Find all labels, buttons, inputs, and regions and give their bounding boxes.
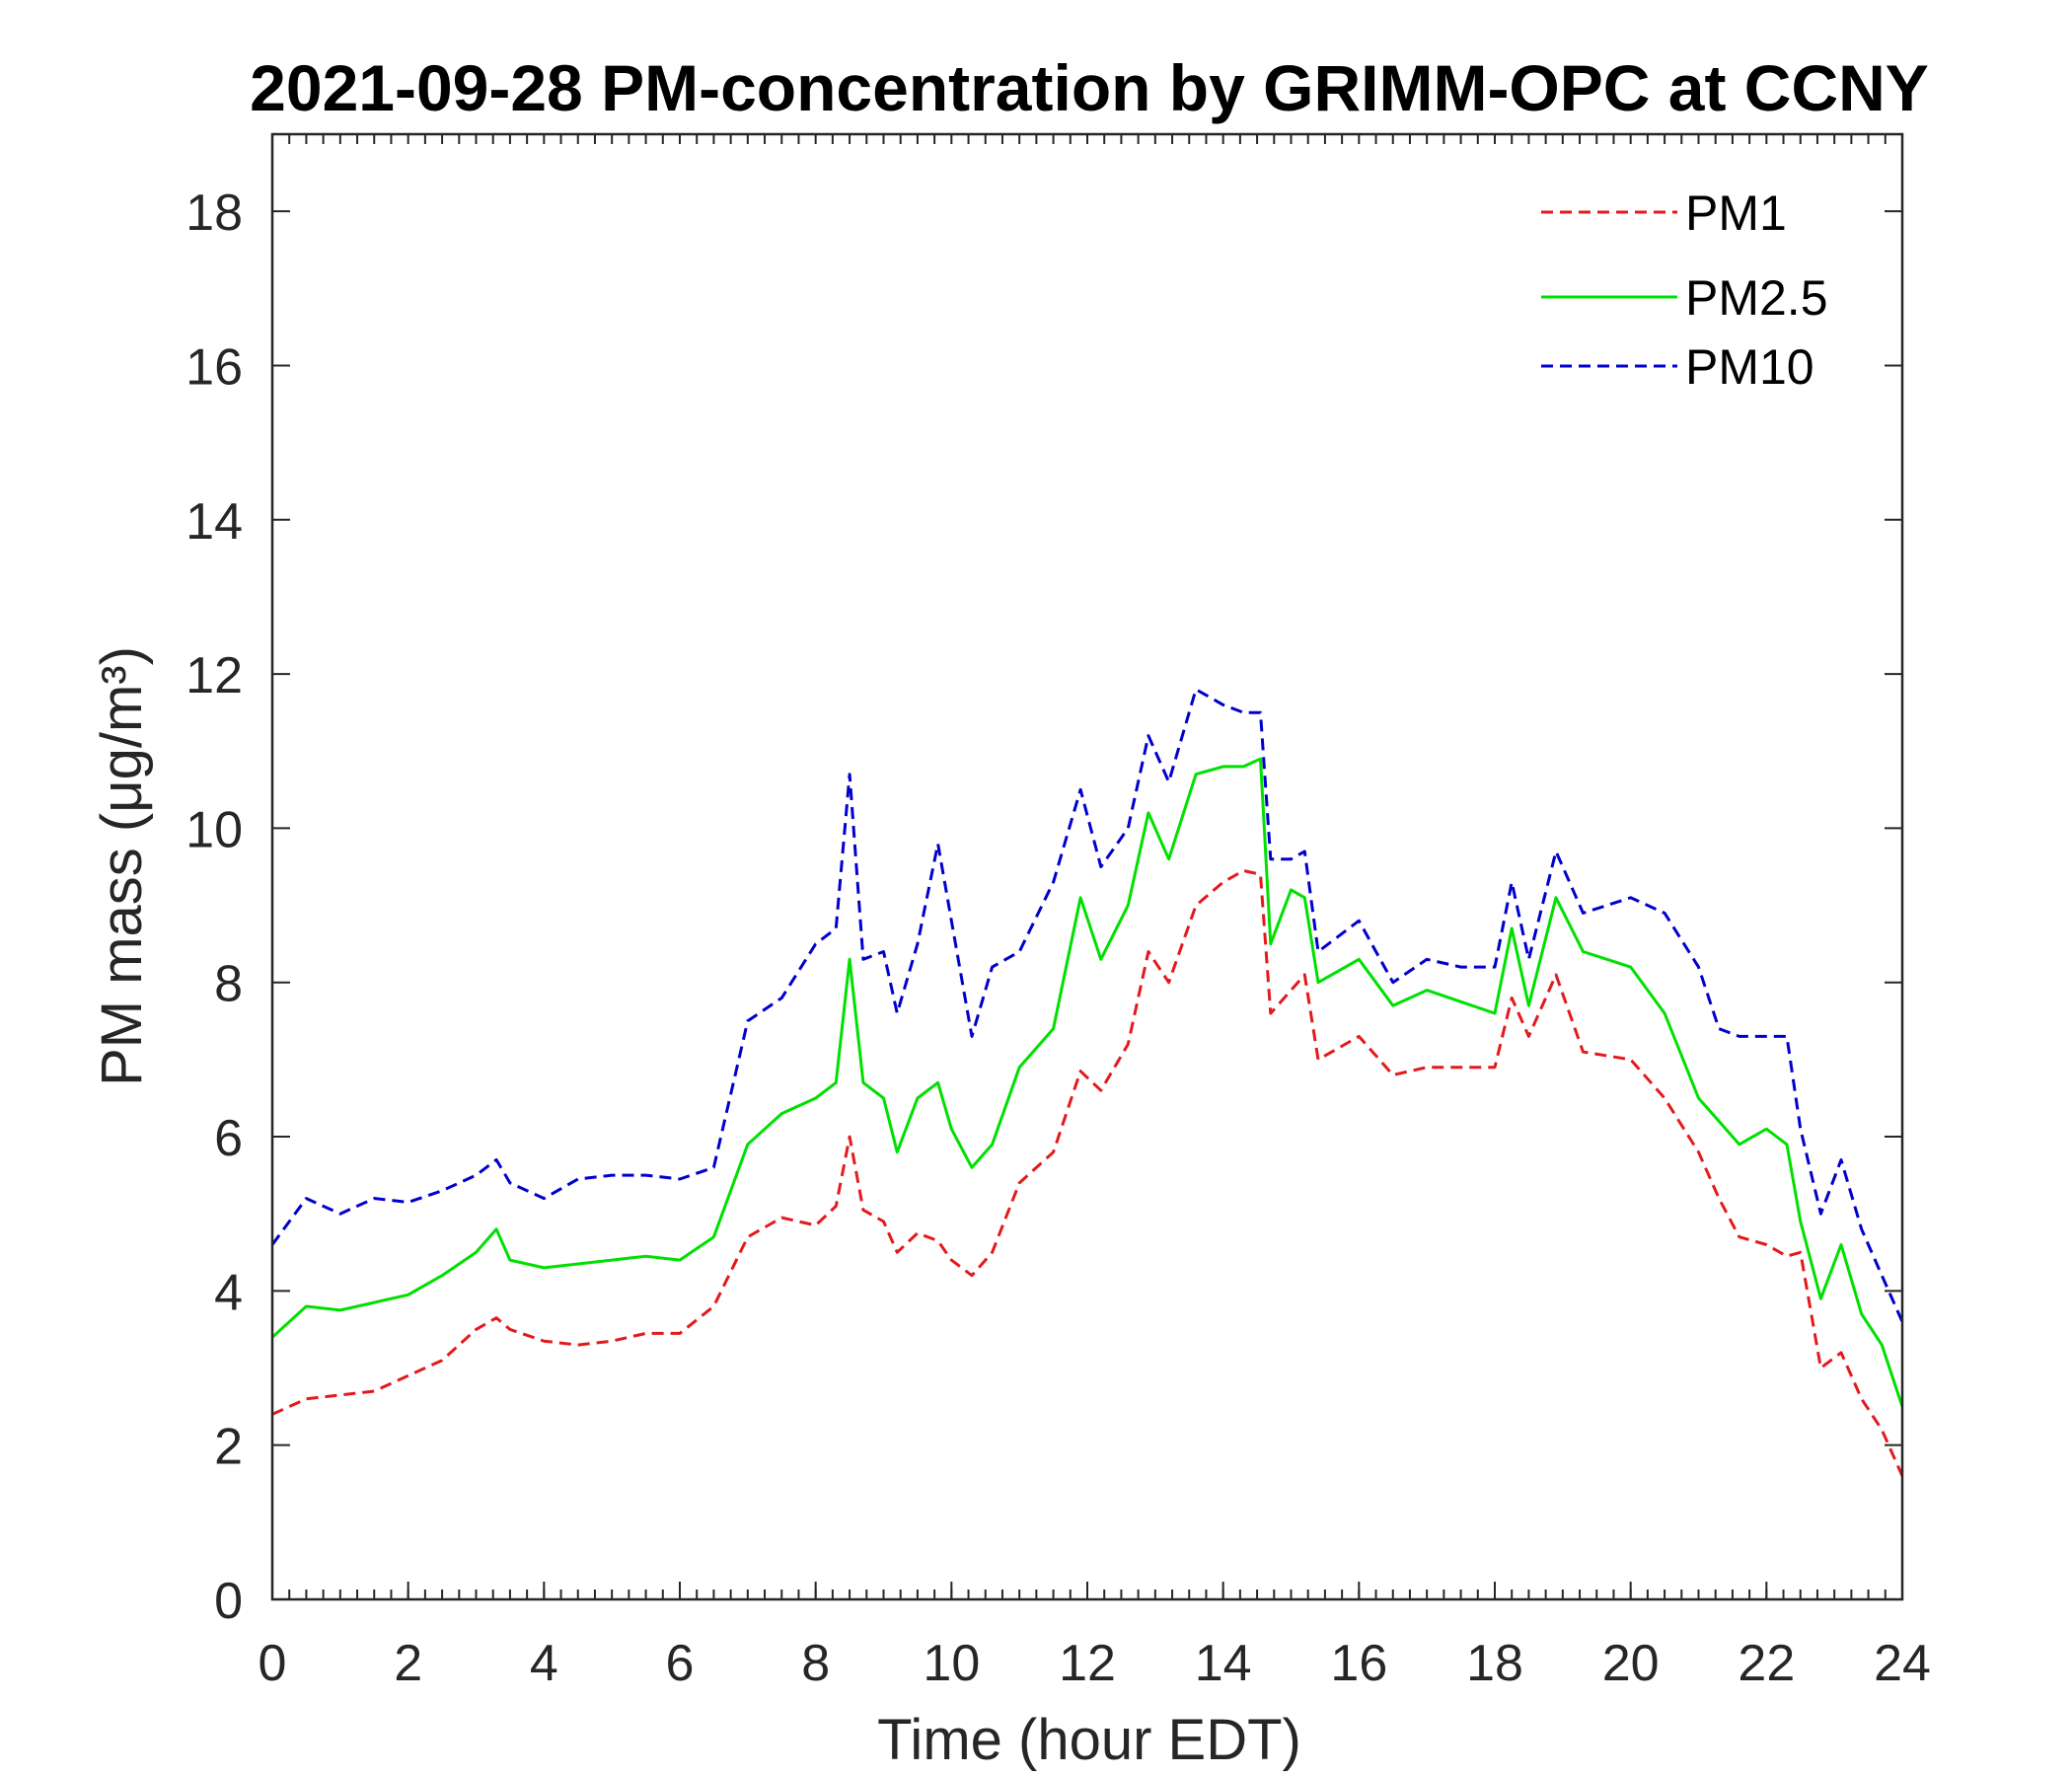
- y-tick-label: 16: [185, 338, 243, 396]
- y-tick-label: 18: [185, 185, 243, 242]
- minor-ticks: [271, 134, 1903, 1599]
- series-line-pm10: [270, 688, 1904, 1323]
- x-axis-label: Time (hour EDT): [877, 1708, 1301, 1772]
- y-tick-label: 8: [214, 956, 243, 1013]
- y-tick-label: 6: [214, 1110, 243, 1167]
- plot-area-frame: [270, 132, 1904, 1601]
- x-tick-label: 20: [1602, 1635, 1660, 1692]
- series-line-pm1: [271, 868, 1904, 1477]
- x-tick-label: 2: [394, 1635, 422, 1692]
- x-tick-labels: 0 2 4 6 8 10 12 14 16 18 20 22 24: [259, 1635, 1931, 1692]
- x-tick-label: 10: [923, 1635, 980, 1692]
- x-tick-label: 4: [530, 1635, 558, 1692]
- x-tick-label: 0: [259, 1635, 287, 1692]
- y-tick-label: 0: [214, 1573, 243, 1630]
- series-group: [270, 688, 1904, 1477]
- major-ticks: [271, 210, 1903, 1600]
- x-tick-label: 12: [1059, 1635, 1116, 1692]
- legend: PM1 PM2.5 PM10: [1541, 185, 1828, 395]
- x-tick-label: 14: [1195, 1635, 1252, 1692]
- y-axis-label: PM mass (μg/m³): [90, 646, 154, 1086]
- y-tick-labels: 0 2 4 6 8 10 12 14 16 18: [185, 185, 243, 1630]
- x-tick-label: 6: [666, 1635, 695, 1692]
- y-tick-label: 10: [185, 801, 243, 858]
- x-tick-label: 16: [1330, 1635, 1387, 1692]
- chart-title: 2021-09-28 PM-concentration by GRIMM-OPC…: [250, 51, 1929, 124]
- x-tick-label: 24: [1874, 1635, 1931, 1692]
- legend-label-pm2-5: PM2.5: [1685, 270, 1828, 326]
- x-tick-label: 8: [801, 1635, 830, 1692]
- x-tick-label: 22: [1738, 1635, 1795, 1692]
- x-tick-label: 18: [1466, 1635, 1523, 1692]
- y-tick-label: 2: [214, 1419, 243, 1476]
- legend-label-pm1: PM1: [1685, 185, 1787, 241]
- y-tick-label: 4: [214, 1264, 243, 1321]
- y-tick-label: 12: [185, 647, 243, 704]
- legend-label-pm10: PM10: [1685, 339, 1814, 395]
- series-line-pm2-5: [270, 757, 1904, 1408]
- y-tick-label: 14: [185, 493, 243, 551]
